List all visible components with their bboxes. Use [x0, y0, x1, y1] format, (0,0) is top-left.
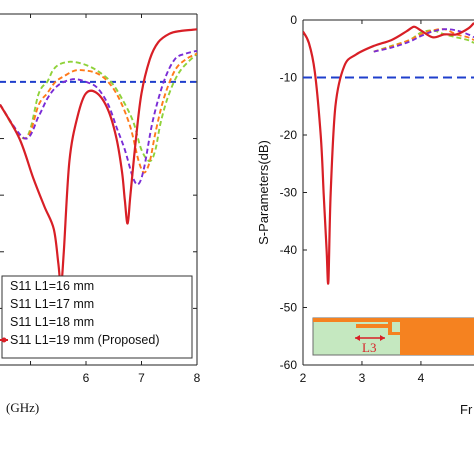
left-x-tick-label: 7 — [138, 371, 145, 385]
left-legend-box — [1, 275, 193, 359]
left-series-2-line — [0, 52, 197, 174]
left-series-3-line — [0, 49, 197, 186]
right-y-tick-label: -10 — [280, 71, 298, 85]
right-x-axis-label: Fr — [460, 402, 473, 417]
right-x-tick-label: 3 — [359, 371, 366, 385]
right-chart-panel: 0 -10 -20 -30 -40 -50 -602 3 4 S-Parameters(dB) Fr… — [256, 13, 474, 417]
left-x-tick-label: 6 — [83, 371, 90, 385]
inset-arrow-head-right — [380, 335, 385, 341]
right-y-tick-label: -60 — [280, 358, 298, 372]
right-series-4-line — [303, 22, 474, 285]
left-series-4-line — [0, 28, 197, 287]
inset-feed-stub — [388, 322, 392, 332]
inset-arrow-head-left — [355, 335, 360, 341]
left-x-tick-label: 8 — [194, 371, 201, 385]
legend-marker — [1, 337, 7, 343]
right-series-2-line — [373, 28, 474, 53]
right-y-tick-label: 0 — [290, 13, 297, 27]
antenna-inset: L3 — [312, 317, 474, 356]
right-y-tick-label: -30 — [280, 186, 298, 200]
right-y-tick-label: -40 — [280, 243, 298, 257]
left-x-axis-label: (GHz) — [6, 400, 39, 415]
left-legend: S11 L1=16 mm S11 L1=17 mm S11 L1=18 mm S11 … — [0, 275, 193, 359]
inset-ground-patch — [400, 318, 474, 355]
inset-dimension-label: L3 — [362, 340, 376, 355]
legend-entry-1: S11 L1=16 mm — [10, 279, 94, 293]
right-y-tick-label: -20 — [280, 128, 298, 142]
right-y-axis-label: S-Parameters(dB) — [256, 140, 271, 245]
left-series-1-line — [0, 52, 197, 163]
right-x-tick-label: 2 — [300, 371, 307, 385]
right-x-tick-label: 4 — [418, 371, 425, 385]
legend-entry-4: S11 L1=19 mm (Proposed) — [10, 333, 160, 347]
right-y-tick-label: -50 — [280, 301, 298, 315]
inset-top-strip — [313, 318, 400, 322]
inset-feed-end — [388, 332, 400, 335]
legend-entry-3: S11 L1=18 mm — [10, 315, 94, 329]
inset-feed-strip — [356, 324, 392, 328]
legend-entry-2: S11 L1=17 mm — [10, 297, 94, 311]
